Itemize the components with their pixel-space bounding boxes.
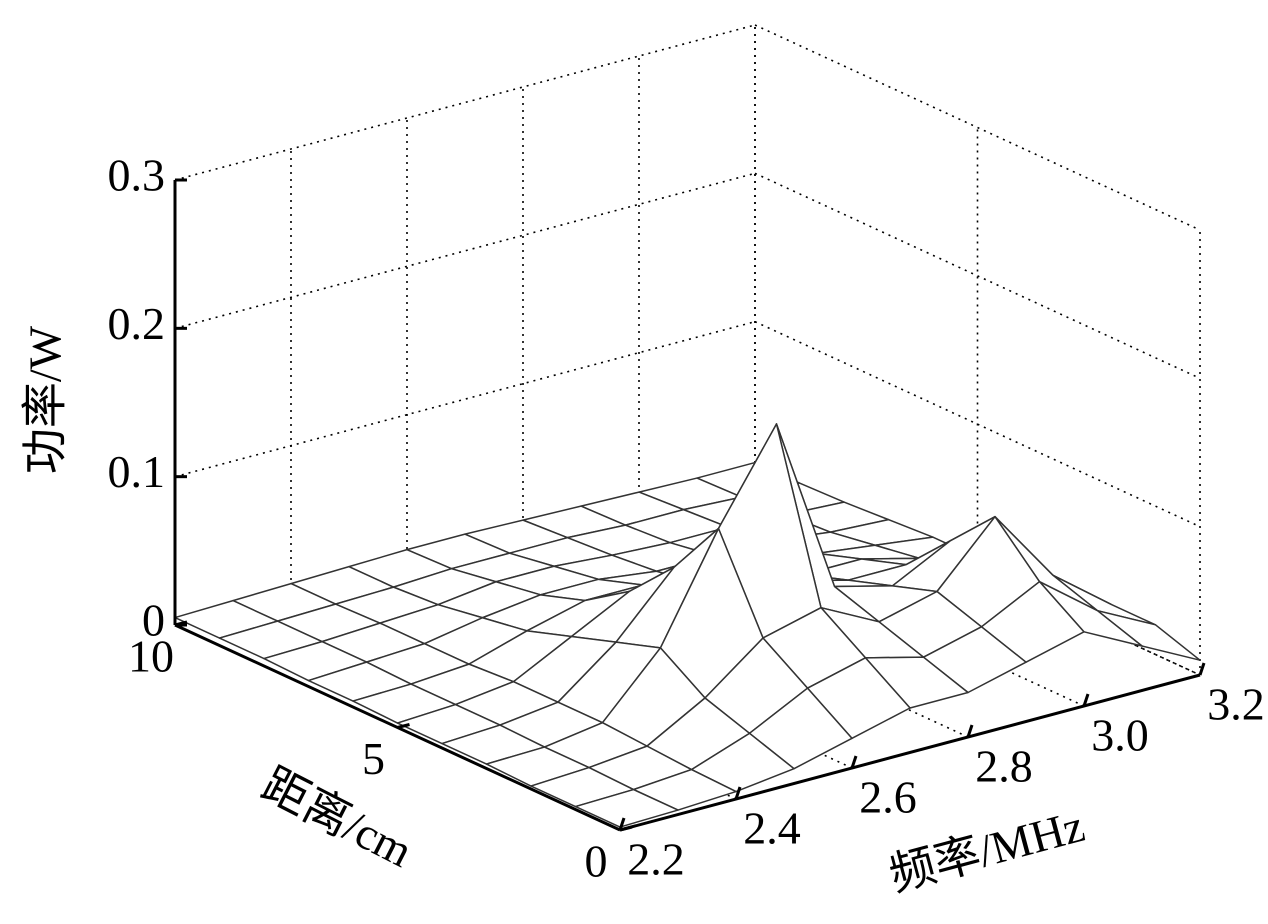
z-tick-label: 0.1 [108, 446, 166, 497]
z-axis-label: 功率/W [20, 325, 71, 474]
z-tick-label: 0.3 [108, 150, 166, 201]
x-axis [619, 673, 1201, 832]
y-tick-label: 10 [128, 631, 174, 682]
grid-line [174, 172, 756, 330]
z-tick-label: 0 [142, 595, 165, 646]
grid-line [754, 24, 1201, 231]
surface [174, 423, 1201, 828]
x-tick [1198, 662, 1206, 676]
grid-line [174, 24, 756, 181]
y-tick-label: 5 [362, 733, 385, 784]
x-tick [966, 724, 974, 738]
x-tick-label: 2.6 [859, 772, 917, 823]
x-tick-label: 3.0 [1091, 710, 1149, 761]
x-tick [618, 817, 626, 831]
surface-cell [574, 788, 679, 828]
x-tick-label: 2.8 [975, 741, 1033, 792]
x-tick-label: 2.2 [627, 834, 685, 885]
z-tick-label: 0.2 [108, 298, 166, 349]
y-axis-label: 距离/cm [254, 758, 421, 877]
x-tick [734, 786, 742, 800]
grid-line [174, 320, 756, 478]
x-tick [850, 755, 858, 769]
y-axis [174, 623, 621, 832]
x-tick-label: 2.4 [743, 803, 801, 854]
x-tick [1082, 693, 1090, 707]
y-tick-label: 0 [585, 836, 608, 887]
x-tick-label: 3.2 [1207, 679, 1265, 730]
